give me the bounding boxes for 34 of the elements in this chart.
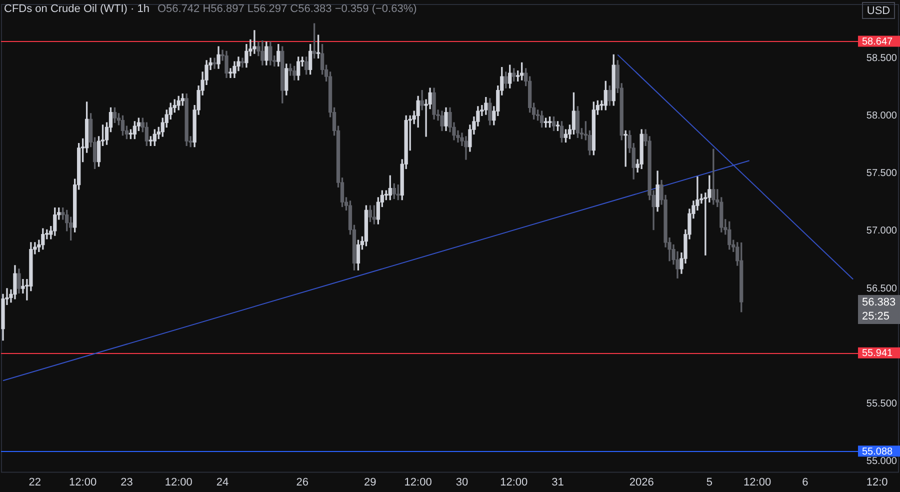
x-tick-label: 6 <box>802 476 808 488</box>
ref-line-label: 55.941 <box>862 348 894 360</box>
x-tick-label: 29 <box>364 476 376 488</box>
annotation: 25:25 <box>862 310 890 323</box>
x-tick-label: 26 <box>296 476 308 488</box>
chart-title: CFDs on Crude Oil (WTI) · 1h <box>4 3 150 16</box>
x-tick-label: 12:0 <box>866 476 888 488</box>
candlestick <box>228 68 232 78</box>
x-tick-label: 23 <box>120 476 133 488</box>
y-tick-label: 55.500 <box>866 398 898 410</box>
y-tick-label: 56.500 <box>866 283 898 294</box>
x-tick-label: 30 <box>456 476 468 488</box>
x-tick-label: 31 <box>552 476 564 488</box>
chart-subtitle: O56.742 H56.897 L56.297 C56.383 −0.359 (−0.63%) <box>157 3 417 16</box>
y-tick-label: 58.000 <box>866 110 898 122</box>
x-tick-label: 12:00 <box>500 476 528 488</box>
x-tick-label: 22 <box>28 476 42 488</box>
y-tick-label: 58.500 <box>866 52 898 64</box>
x-tick-label: 5 <box>706 476 712 488</box>
ref-line-label: 58.647 <box>862 36 894 48</box>
ref-line-label: 55.088 <box>862 446 894 458</box>
annotation: 56.383 <box>862 296 896 309</box>
x-tick-label: 12:00 <box>744 476 772 488</box>
x-tick-label: 24 <box>216 476 229 488</box>
y-tick-label: 57.500 <box>866 168 898 180</box>
x-tick-label: 12:00 <box>404 476 432 488</box>
y-tick-label: 55.000 <box>866 456 898 468</box>
annotation: USD <box>866 5 890 18</box>
candlestick <box>420 90 424 110</box>
candlestick <box>252 30 256 54</box>
y-tick-label: 57.000 <box>866 226 898 237</box>
x-tick-label: 12:00 <box>69 476 97 488</box>
x-tick-label: 12:00 <box>164 476 192 488</box>
x-tick-label: 2026 <box>629 476 654 488</box>
